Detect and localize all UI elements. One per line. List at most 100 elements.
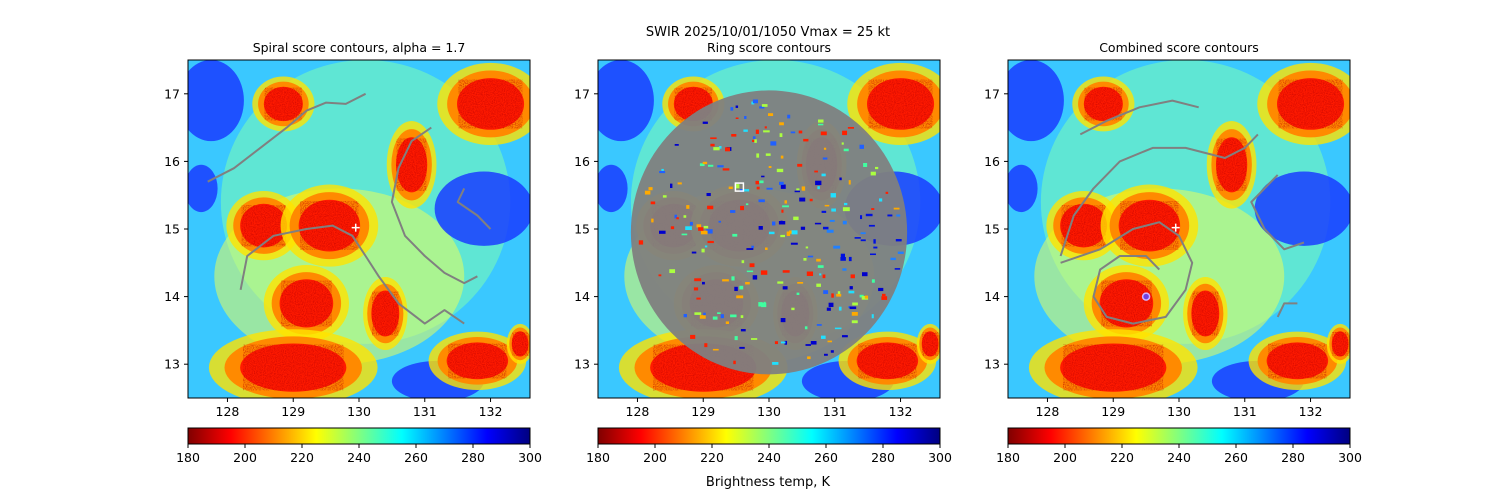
y-axis: 13 14 15 16 17 <box>574 86 598 372</box>
ring-speckle <box>659 171 666 174</box>
ring-speckle <box>817 186 820 190</box>
ring-speckle <box>670 226 675 230</box>
ring-speckle <box>796 188 800 191</box>
ring-speckle <box>790 131 796 134</box>
ring-speckle <box>725 321 730 325</box>
ring-speckle <box>780 234 786 238</box>
ring-speckle <box>897 251 904 254</box>
ring-speckle <box>807 255 814 258</box>
ring-speckle <box>847 127 855 129</box>
ring-speckle <box>779 133 783 138</box>
x-tick-label: 128 <box>1036 404 1060 419</box>
ring-speckle <box>740 205 744 211</box>
ring-speckle <box>837 291 841 294</box>
ring-speckle <box>849 286 853 290</box>
ring-speckle <box>761 175 765 178</box>
y-tick-label: 14 <box>984 289 1000 304</box>
ring-speckle <box>734 286 738 292</box>
colorbar-tick-label: 240 <box>347 450 371 465</box>
x-tick-label: 128 <box>216 404 240 419</box>
cold-region <box>598 60 654 142</box>
ring-speckle <box>842 268 847 271</box>
ring-speckle <box>683 215 687 218</box>
ring-speckle <box>685 226 692 231</box>
ring-speckle <box>777 281 784 284</box>
ring-speckle <box>803 138 809 142</box>
y-tick-label: 16 <box>984 154 1000 169</box>
ring-speckle <box>784 340 788 345</box>
ring-speckle <box>817 265 824 268</box>
x-tick-label: 128 <box>626 404 650 419</box>
ring-speckle <box>799 197 806 202</box>
x-tick-label: 132 <box>889 404 913 419</box>
ring-speckle <box>734 336 738 341</box>
ring-speckle <box>823 147 827 150</box>
ring-speckle <box>797 282 804 284</box>
cold-region <box>1254 171 1350 246</box>
ring-speckle <box>703 225 709 229</box>
ring-speckle <box>676 217 679 220</box>
ring-speckle <box>779 122 784 126</box>
ring-speckle <box>690 334 696 339</box>
ring-speckle <box>786 231 791 236</box>
ring-speckle <box>780 155 784 159</box>
core-texture <box>372 291 399 336</box>
ring-speckle <box>780 184 786 189</box>
ring-speckle <box>821 210 827 213</box>
ring-speckle <box>707 240 714 244</box>
ring-speckle <box>871 208 875 210</box>
cold-region <box>598 164 628 213</box>
core-texture <box>1101 280 1152 327</box>
ring-speckle <box>661 168 664 171</box>
colorbar-scale <box>1007 427 1351 445</box>
ring-speckle <box>713 147 720 151</box>
ring-speckle <box>798 130 803 134</box>
ring-speckle <box>718 220 722 223</box>
ring-speckle <box>644 190 651 195</box>
core-texture <box>1192 291 1219 336</box>
ring-speckle <box>707 205 714 210</box>
ring-speckle <box>703 312 706 316</box>
colorbar-scale <box>597 427 941 445</box>
ring-speckle <box>895 239 902 242</box>
ring-speckle <box>717 312 721 314</box>
ring-speckle <box>824 204 830 207</box>
ring-speckle <box>752 275 758 280</box>
ring-speckle <box>669 269 676 274</box>
x-tick-label: 131 <box>1233 404 1257 419</box>
ring-speckle <box>820 131 827 136</box>
ring-speckle <box>733 360 736 365</box>
ring-speckle <box>885 191 889 194</box>
ring-speckle <box>830 193 836 198</box>
ring-speckle <box>699 315 706 319</box>
ring-speckle <box>791 230 798 235</box>
ring-speckle <box>818 119 824 123</box>
center-marker <box>734 182 745 192</box>
ring-speckle <box>770 141 777 146</box>
ring-speckle <box>782 205 789 208</box>
core-texture <box>1332 332 1349 356</box>
ring-speckle <box>638 240 644 245</box>
ring-speckle <box>677 182 682 185</box>
ring-speckle <box>844 202 848 206</box>
score-contour <box>207 92 367 183</box>
ring-speckle <box>873 246 878 249</box>
ring-speckle <box>859 294 864 298</box>
core-texture <box>243 344 344 391</box>
ring-speckle <box>805 246 809 249</box>
y-tick-label: 13 <box>984 357 1000 372</box>
ring-speckle <box>782 286 788 290</box>
ring-speckle <box>765 153 771 156</box>
ring-speckle <box>740 329 746 332</box>
ring-speckle <box>800 226 806 230</box>
cold-region <box>1008 164 1038 213</box>
colorbar-tick-label: 220 <box>1110 450 1134 465</box>
ring-speckle <box>710 137 717 140</box>
core-texture <box>1216 138 1247 191</box>
ring-speckle <box>744 116 747 119</box>
ring-speckle <box>860 239 866 242</box>
colorbar-tick-label: 220 <box>700 450 724 465</box>
y-tick-label: 17 <box>164 86 180 101</box>
ring-speckle <box>826 229 834 233</box>
